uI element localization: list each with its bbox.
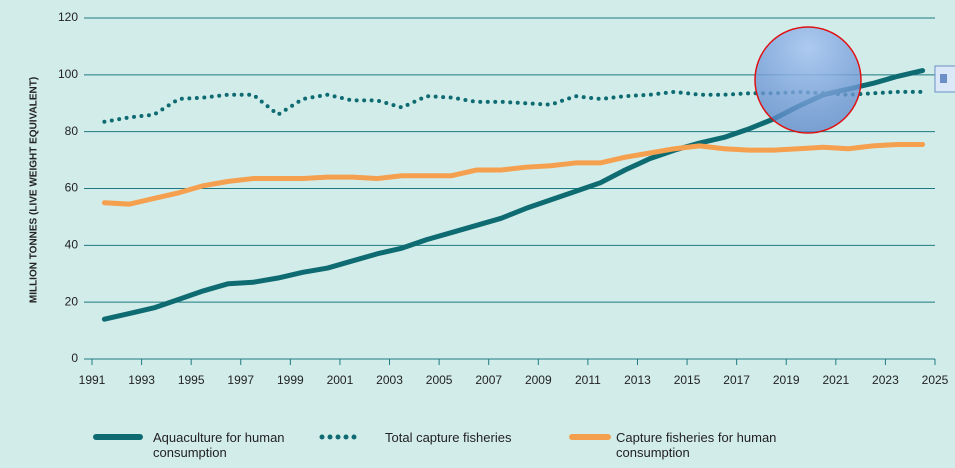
x-tick-label: 2021 bbox=[822, 373, 849, 387]
legend-label: Capture fisheries for human consumption bbox=[616, 430, 777, 460]
x-tick-label: 1995 bbox=[178, 373, 205, 387]
x-tick-label: 2015 bbox=[674, 373, 701, 387]
x-tick-label: 2017 bbox=[723, 373, 750, 387]
x-tick-label: 2013 bbox=[624, 373, 651, 387]
y-tick-label: 100 bbox=[58, 67, 78, 81]
x-tick-label: 1991 bbox=[79, 373, 106, 387]
x-tick-label: 2023 bbox=[872, 373, 899, 387]
x-tick-label: 1993 bbox=[128, 373, 155, 387]
legend-label: Total capture fisheries bbox=[385, 430, 512, 445]
x-tick-label: 1997 bbox=[227, 373, 254, 387]
highlight-circle bbox=[754, 26, 862, 134]
x-tick-label: 2009 bbox=[525, 373, 552, 387]
y-tick-label: 80 bbox=[65, 124, 79, 138]
x-tick-label: 2005 bbox=[426, 373, 453, 387]
x-tick-label: 1999 bbox=[277, 373, 304, 387]
y-tick-label: 20 bbox=[65, 294, 79, 308]
y-tick-label: 120 bbox=[58, 10, 78, 24]
y-tick-label: 40 bbox=[65, 238, 79, 252]
x-tick-label: 2003 bbox=[376, 373, 403, 387]
x-tick-label: 2011 bbox=[575, 373, 601, 387]
series-line bbox=[101, 141, 926, 207]
x-tick-label: 2025 bbox=[922, 373, 949, 387]
legend-label: Aquaculture for human consumption bbox=[153, 430, 285, 460]
y-tick-label: 0 bbox=[71, 351, 78, 365]
y-axis-title: MILLION TONNES (LIVE WEIGHT EQUIVALENT) bbox=[29, 77, 40, 303]
y-tick-label: 60 bbox=[65, 181, 79, 195]
x-tick-label: 2019 bbox=[773, 373, 800, 387]
x-tick-label: 2007 bbox=[475, 373, 502, 387]
callout-icon bbox=[940, 74, 947, 83]
x-tick-label: 2001 bbox=[327, 373, 354, 387]
